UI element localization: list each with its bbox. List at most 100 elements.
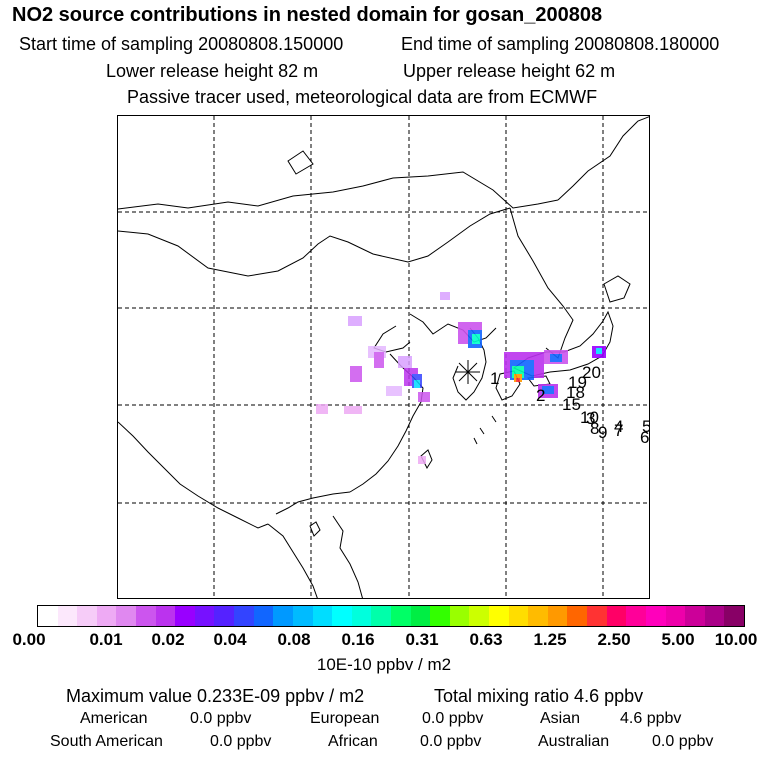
- colorbar-swatch: [645, 606, 666, 626]
- colorbar-tick: 0.02: [151, 630, 185, 649]
- plume-china: [316, 292, 450, 464]
- north-east-coast: [557, 116, 649, 201]
- colorbar-swatch: [430, 606, 450, 626]
- china-south-coast: [275, 491, 351, 515]
- plume-cell: [386, 386, 402, 396]
- colorbar-swatch: [547, 606, 568, 626]
- colorbar-swatch: [214, 606, 235, 626]
- colorbar-swatch: [469, 606, 490, 626]
- plume-cell: [516, 378, 520, 382]
- indochina-border: [267, 523, 318, 598]
- total-mixing-ratio: Total mixing ratio 4.6 ppbv: [434, 686, 644, 706]
- colorbar-swatch: [96, 606, 117, 626]
- plume-cell: [344, 406, 362, 414]
- colorbar-swatch: [371, 606, 391, 626]
- region-value: 0.0 ppbv: [210, 733, 272, 750]
- map-canvas: 1 2 10 15 18 19 20 4 5 6 7 8 9 3: [118, 116, 650, 598]
- track-label: 8: [590, 419, 599, 438]
- hokkaido-outline: [603, 275, 631, 303]
- region-value: 0.0 ppbv: [652, 733, 714, 750]
- plume-cell: [472, 334, 480, 344]
- colorbar-swatch: [77, 606, 97, 626]
- plume-cell: [440, 292, 450, 300]
- plume-japan: [504, 346, 606, 398]
- colorbar: [37, 605, 745, 627]
- ryukyu-islands: [473, 415, 497, 445]
- southwest-border: [118, 421, 269, 529]
- colorbar-swatch: [116, 606, 137, 626]
- plume-korea: [458, 322, 482, 348]
- region-name: South American: [50, 733, 163, 750]
- colorbar-swatch: [332, 606, 352, 626]
- region-value: 0.0 ppbv: [420, 733, 482, 750]
- colorbar-tick: 5.00: [661, 630, 695, 649]
- plume-cell: [596, 348, 602, 354]
- colorbar-swatch: [292, 606, 313, 626]
- colorbar-swatch: [273, 606, 293, 626]
- plume-cell: [418, 392, 430, 402]
- track-label: 15: [562, 395, 581, 414]
- colorbar-swatch: [587, 606, 607, 626]
- colorbar-swatch: [724, 606, 744, 626]
- end-time: End time of sampling 20080808.180000: [401, 34, 720, 54]
- track-label: 7: [614, 421, 623, 440]
- colorbar-swatch: [665, 606, 686, 626]
- lower-release-height: Lower release height 82 m: [106, 61, 319, 81]
- colorbar-tick: 0.63: [469, 630, 503, 649]
- northern-border: [118, 171, 559, 210]
- colorbar-swatch: [312, 606, 333, 626]
- track-label: 9: [598, 423, 607, 442]
- colorbar-tick: 0.04: [213, 630, 247, 649]
- region-value: 4.6 ppbv: [620, 710, 682, 727]
- colorbar-swatch: [528, 606, 548, 626]
- colorbar-swatch: [351, 606, 372, 626]
- colorbar-swatch: [234, 606, 254, 626]
- graticule: [118, 116, 649, 598]
- track-label: 4: [614, 417, 623, 436]
- colorbar-tick: 1.25: [533, 630, 567, 649]
- colorbar-swatch: [626, 606, 646, 626]
- plume-cell: [316, 404, 328, 414]
- track-label: 1: [490, 369, 499, 388]
- upper-release-height: Upper release height 62 m: [403, 61, 616, 81]
- plume-cell: [542, 386, 554, 394]
- tracer-note: Passive tracer used, meteorological data…: [127, 87, 598, 107]
- colorbar-swatch: [449, 606, 470, 626]
- plume-cell: [374, 352, 384, 368]
- region-name: Australian: [538, 733, 610, 750]
- start-time: Start time of sampling 20080808.150000: [19, 34, 344, 54]
- map-panel: 1 2 10 15 18 19 20 4 5 6 7 8 9 3: [117, 115, 650, 599]
- plume-cell: [414, 380, 420, 388]
- colorbar-swatch: [606, 606, 627, 626]
- plume-cell: [350, 366, 362, 382]
- colorbar-swatch: [410, 606, 431, 626]
- trajectory-labels: 1 2 10 15 18 19 20 4 5 6 7 8 9 3: [490, 363, 650, 447]
- region-name: African: [328, 733, 378, 750]
- track-label: 18: [566, 383, 585, 402]
- tracer-plumes: [316, 292, 606, 464]
- colorbar-tick: 0.08: [277, 630, 311, 649]
- colorbar-swatch: [155, 606, 176, 626]
- region-name: Asian: [540, 710, 581, 727]
- colorbar-swatch: [136, 606, 156, 626]
- hainan-outline: [309, 521, 321, 537]
- track-label: 10: [580, 408, 599, 427]
- track-label: 6: [640, 428, 649, 447]
- plume-cell: [550, 354, 562, 362]
- plume-cell: [398, 356, 412, 368]
- vietnam-coast: [332, 515, 363, 598]
- maximum-value: Maximum value 0.233E-09 ppbv / m2: [66, 686, 365, 706]
- track-label: 5: [642, 417, 650, 436]
- colorbar-swatch: [194, 606, 215, 626]
- colorbar-swatch: [567, 606, 588, 626]
- colorbar-tick: 0.01: [89, 630, 123, 649]
- plume-cell: [418, 456, 426, 464]
- colorbar-swatch: [704, 606, 725, 626]
- colorbar-tick: 0.31: [405, 630, 439, 649]
- map-title: NO2 source contributions in nested domai…: [12, 4, 603, 26]
- region-name: American: [80, 710, 148, 727]
- colorbar-tick: 0.16: [341, 630, 375, 649]
- lake-baikal: [287, 150, 314, 175]
- colorbar-swatch: [508, 606, 529, 626]
- track-label: 20: [582, 363, 601, 382]
